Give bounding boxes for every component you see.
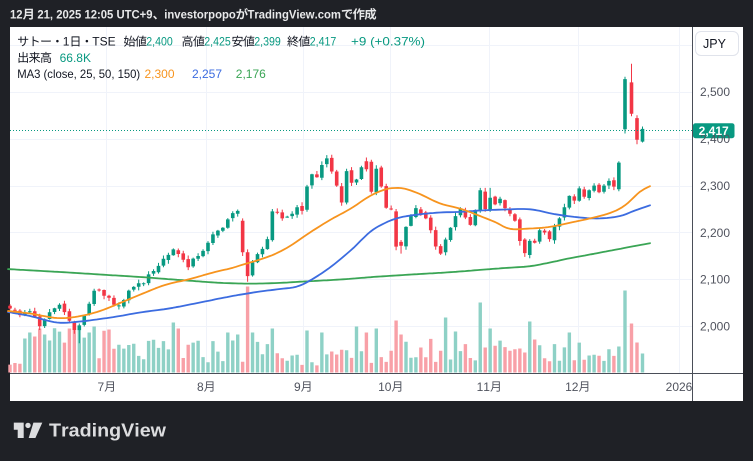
- svg-text:2,176: 2,176: [236, 67, 266, 81]
- svg-text:7: 7: [97, 380, 104, 394]
- svg-text:investorpopo: investorpopo: [164, 8, 236, 22]
- svg-text:2,400: 2,400: [146, 35, 173, 49]
- svg-text:10: 10: [378, 380, 392, 394]
- svg-text:1: 1: [63, 35, 70, 49]
- svg-text:12: 12: [565, 380, 579, 394]
- svg-text:MA3 (close, 25, 50, 150): MA3 (close, 25, 50, 150): [17, 67, 140, 81]
- svg-text:2,500: 2,500: [700, 85, 730, 99]
- svg-text:2,417: 2,417: [699, 124, 729, 138]
- svg-text:2,200: 2,200: [700, 226, 730, 240]
- svg-text:+9 (+0.37%): +9 (+0.37%): [351, 35, 425, 49]
- svg-text:2026: 2026: [666, 380, 693, 394]
- svg-text:21, 2025 12:05 UTC+9: 21, 2025 12:05 UTC+9: [37, 8, 152, 22]
- svg-text:66.8K: 66.8K: [60, 51, 91, 65]
- svg-text:TradingView: TradingView: [49, 420, 166, 441]
- svg-text:11: 11: [477, 380, 491, 394]
- svg-text:2,425: 2,425: [204, 35, 231, 49]
- svg-text:2,300: 2,300: [145, 67, 175, 81]
- svg-text:2,400: 2,400: [700, 132, 730, 146]
- svg-text:2,100: 2,100: [700, 273, 730, 287]
- svg-text:TSE: TSE: [92, 35, 115, 49]
- svg-text:2,300: 2,300: [700, 179, 730, 193]
- svg-text:8: 8: [197, 380, 204, 394]
- svg-text:2,257: 2,257: [192, 67, 222, 81]
- svg-text:12: 12: [10, 8, 23, 22]
- svg-text:JPY: JPY: [703, 37, 727, 51]
- svg-text:2,399: 2,399: [254, 35, 281, 49]
- svg-text:2,417: 2,417: [310, 35, 337, 49]
- svg-text:TradingView.com: TradingView.com: [247, 8, 341, 22]
- svg-text:2,000: 2,000: [700, 320, 730, 334]
- svg-text:9: 9: [294, 380, 301, 394]
